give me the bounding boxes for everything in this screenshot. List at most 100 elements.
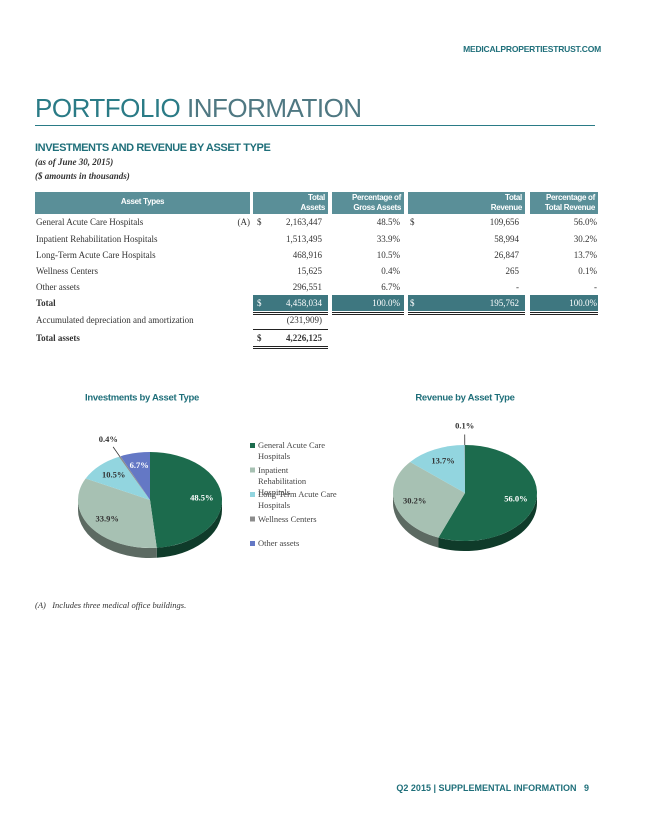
double-underline [253,346,328,347]
title-part: PORTFOLIO [35,93,181,123]
pie-slice-side [438,493,537,551]
legend-swatch [250,492,255,497]
pie-slice [150,452,223,548]
pie-slice [85,456,150,500]
site-url: MEDICALPROPERTIESTRUST.COM [463,44,601,54]
table-cell: Accumulated depreciation and amortizatio… [36,315,194,325]
total-band [332,295,404,311]
pie-slice [438,445,538,541]
header-text: Revenue [490,203,523,212]
table-cell: 296,551 [292,282,322,292]
total-band [253,295,328,311]
header-text: Total Revenue [544,203,595,212]
data-label: 13.7% [431,456,454,466]
page-title: PORTFOLIO INFORMATION [35,93,362,124]
double-underline [408,314,525,315]
header-text: Gross Assets [353,203,401,212]
table-cell: 30.2% [573,234,597,244]
data-label: 6.7% [130,460,149,470]
pie-slice [118,456,150,500]
table-cell: 100.0% [372,298,400,308]
pie-slice-side [393,493,439,548]
footnote: (A) Includes three medical office buildi… [35,600,187,610]
legend-swatch [250,516,255,522]
double-underline [253,312,328,313]
total-band [408,295,525,311]
table-cell: (231,909) [286,315,322,325]
table-cell: 4,458,034 [286,298,322,308]
page-number: 9 [583,783,589,793]
sum-rule [253,329,328,330]
table-cell: 15,625 [297,266,322,276]
table-cell: Wellness Centers [36,266,99,276]
chart-title: Investments by Asset Type [85,393,199,404]
legend-swatch [250,467,255,473]
header-cell [253,192,328,214]
data-label: 48.5% [190,492,213,502]
table-cell: Total [36,298,56,308]
data-label: 30.2% [403,495,426,505]
section-title: INVESTMENTS AND REVENUE BY ASSET TYPE [35,142,271,154]
data-label: 0.4% [99,434,118,444]
double-underline [408,312,525,313]
table-cell: 4,226,125 [286,333,322,343]
section-note: ($ amounts in thousands) [35,171,130,181]
table-cell: $ [257,333,262,343]
table-cell: General Acute Care Hospitals [36,217,144,227]
header-text: Asset Types [120,197,165,206]
leader-line [112,446,121,457]
table-cell: - [594,282,597,292]
table-cell: 33.9% [376,234,400,244]
table-cell: 26,847 [494,250,519,260]
header-cell [530,192,598,214]
table-cell: Long-Term Acute Care Hospitals [36,250,156,260]
legend-item: Long-Term Acute Care Hospitals [258,489,337,510]
table-cell: 48.5% [376,217,400,227]
header-cell [332,192,404,214]
header-cell [408,192,525,214]
double-underline [332,312,404,313]
table-cell: 2,163,447 [286,217,322,227]
pie-slice [410,445,465,493]
table-cell: $ [257,298,262,308]
footer: Q2 2015 | SUPPLEMENTAL INFORMATION 9 [396,783,589,793]
data-label: 56.0% [504,493,527,503]
table-cell: 0.4% [381,266,400,276]
table-cell: 10.5% [376,250,400,260]
table-cell: 265 [505,266,520,276]
table-cell: 6.7% [381,282,400,292]
pie-slice [120,452,150,500]
data-label: 0.1% [455,421,474,431]
double-underline [530,314,598,315]
table-cell: (A) [237,217,251,227]
total-band [530,295,598,311]
double-underline [530,312,598,313]
table-cell: Total assets [36,333,80,343]
header-cell [35,192,250,214]
table-cell: 58,994 [494,234,519,244]
table-cell: $ [410,217,415,227]
pie-slice [77,478,157,548]
data-label: 10.5% [102,469,125,479]
header-text: Percentage of [545,193,595,202]
table-cell: 56.0% [573,217,597,227]
legend-item: General Acute Care Hospitals [258,440,326,461]
table-cell: 100.0% [569,298,597,308]
table-cell: $ [257,217,262,227]
section-note: (as of June 30, 2015) [35,157,114,167]
title-part: INFORMATION [187,93,362,123]
pie-slice-side [78,500,157,559]
table-cell: Other assets [36,282,80,292]
legend-item: Inpatient Rehabilitation Hospitals [258,464,307,497]
header-text: Total [307,193,325,202]
header-text: Assets [300,203,326,212]
footer-text: Q2 2015 | SUPPLEMENTAL INFORMATION [396,783,577,793]
pie-slice-side [156,500,222,558]
legend-swatch [250,541,255,546]
table-cell: - [516,282,519,292]
title-rule [35,125,595,126]
double-underline [253,348,328,349]
header-text: Percentage of [351,193,401,202]
